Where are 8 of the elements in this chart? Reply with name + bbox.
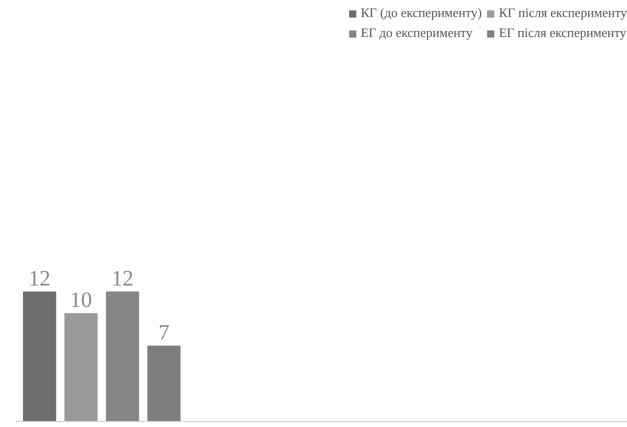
legend-label: ЕГ після експерименту <box>498 25 626 41</box>
data-label: 7 <box>158 320 170 345</box>
legend-label: ЕГ до експерименту <box>360 25 472 41</box>
data-label: 12 <box>111 266 134 290</box>
legend-label: КГ після експерименту <box>498 5 627 21</box>
data-label: 12 <box>28 266 51 290</box>
data-label: 10 <box>70 287 92 312</box>
legend-label: КГ (до експерименту) <box>360 5 482 21</box>
